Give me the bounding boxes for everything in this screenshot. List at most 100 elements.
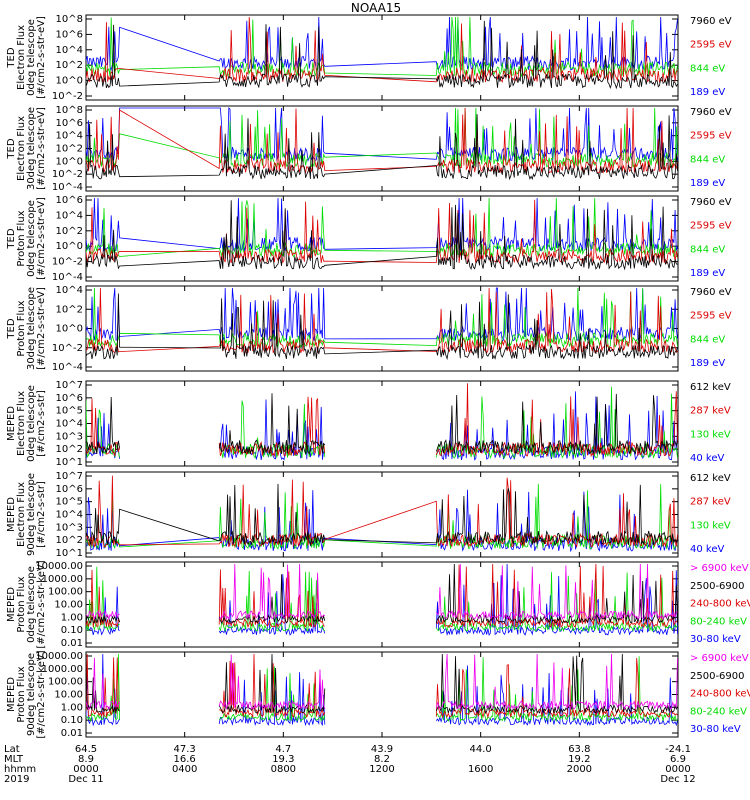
axis-row-value: 8.9 <box>78 754 94 765</box>
axis-row-value: 44.0 <box>470 744 492 755</box>
legend-entry: 844 eV <box>690 244 725 255</box>
y-tick-label: 10^4 <box>56 285 83 296</box>
legend-entry: 80-240 keV <box>690 616 747 627</box>
y-tick-label: 0.01 <box>61 728 83 739</box>
y-axis-label: [#/cm2-s-str-eV] <box>36 16 47 99</box>
y-tick-label: 10^4 <box>56 419 83 430</box>
y-tick-label: 10^-2 <box>52 343 83 354</box>
legend-entry: 7960 eV <box>690 16 732 27</box>
legend-entry: > 6900 keV <box>690 563 749 574</box>
legend-entry: 240-800 keV <box>690 599 750 610</box>
legend-entry: 30-80 keV <box>690 724 741 735</box>
data-traces <box>86 197 678 271</box>
y-axis-label: TED <box>6 318 17 339</box>
series-black <box>86 483 678 547</box>
series-red <box>86 107 678 174</box>
chart-title: NOAA15 <box>351 1 401 15</box>
axis-row-value: 19.3 <box>272 754 294 765</box>
y-tick-label: 10^4 <box>56 131 83 142</box>
y-tick-label: 1.00 <box>61 612 83 623</box>
y-tick-label: 10^-4 <box>52 272 83 283</box>
y-axis-label: Proton Flux <box>16 666 27 722</box>
y-axis-label: [#/cm2-s-str-eV] <box>36 197 47 280</box>
series-black <box>86 293 678 361</box>
legend-entry: 2595 eV <box>690 311 732 322</box>
y-axis-label: Electron Flux <box>16 116 27 181</box>
axis-row-value: Dec 12 <box>660 774 695 785</box>
axis-row-value: 0400 <box>172 764 197 775</box>
axis-row-value: 47.3 <box>174 744 196 755</box>
y-tick-label: 10^-2 <box>52 169 83 180</box>
data-traces <box>86 383 678 461</box>
legend-entry: 287 keV <box>690 497 731 508</box>
series-blue <box>86 653 678 727</box>
y-tick-label: 1000.00 <box>42 574 83 585</box>
legend-entry: 287 keV <box>690 406 731 417</box>
series-red <box>86 16 678 84</box>
y-tick-label: 10^2 <box>56 60 83 71</box>
axis-row-value: -24.1 <box>665 744 691 755</box>
series-red <box>86 287 678 354</box>
axis-row-value: 0000 <box>73 764 98 775</box>
series-black <box>86 200 678 271</box>
y-tick-label: 10^5 <box>56 497 83 508</box>
legend-entry: 40 keV <box>690 544 724 555</box>
data-traces <box>86 475 678 553</box>
axis-row-value: 43.9 <box>371 744 393 755</box>
y-tick-label: 10^2 <box>56 444 83 455</box>
y-axis-label: MEPED <box>6 406 17 441</box>
series-black <box>86 393 678 456</box>
y-tick-label: 10^0 <box>56 324 83 335</box>
y-tick-label: 10^6 <box>56 195 83 206</box>
y-axis-label: Electron Flux <box>16 25 27 90</box>
panel-frame <box>85 285 679 372</box>
time-axis: Lat 64.5 47.3 4.7 43.9 44.0 63.8 -24.1 MLT 8.9 16.… <box>4 744 696 785</box>
y-axis-label: TED <box>6 138 17 159</box>
y-tick-label: 10^5 <box>56 406 83 417</box>
y-tick-label: 0.10 <box>61 715 83 726</box>
y-tick-label: 1.00 <box>61 702 83 713</box>
panel-2: 10^-4 10^-2 10^010^2 10^4 10^6 10^8 TED Electro… <box>6 105 732 193</box>
axis-row-label: hhmm <box>4 764 36 775</box>
legend-entry: 612 keV <box>690 382 731 393</box>
y-tick-label: 10^2 <box>56 535 83 546</box>
legend-entry: 189 eV <box>690 87 725 98</box>
y-axis-label: 90deg telescope <box>26 653 37 736</box>
data-traces <box>86 287 678 361</box>
y-axis-label: 90deg telescope <box>26 473 37 556</box>
y-axis-label: [#/cm2-s-str-keV] <box>36 560 47 648</box>
panel-6: 10^1 10^2 10^310^4 10^5 10^6 10^7 MEPED Electro… <box>6 471 731 559</box>
y-axis-label: MEPED <box>6 677 17 712</box>
legend-entry: 2500-6900 <box>690 581 745 592</box>
y-tick-label: 10.00 <box>54 600 83 611</box>
axis-row-value: 4.7 <box>275 744 291 755</box>
y-axis-label: 0deg telescope <box>26 566 37 643</box>
panel-5: 10^1 10^2 10^310^4 10^5 10^6 10^7 MEPED Electro… <box>6 380 731 468</box>
legend-entry: 189 eV <box>690 358 725 369</box>
legend-entry: > 6900 keV <box>690 653 749 664</box>
y-tick-label: 10^-2 <box>52 91 83 102</box>
panel-1: 10^-2 10^0 10^2 10^4 10^6 10^8 TED Electron Flu… <box>6 14 732 102</box>
legend-entry: 2595 eV <box>690 40 732 51</box>
legend-entry: 2500-6900 <box>690 671 745 682</box>
y-tick-label: 10^7 <box>56 471 83 482</box>
y-axis-label: Electron Flux <box>16 482 27 547</box>
y-tick-label: 10^0 <box>56 76 83 87</box>
y-axis-label: TED <box>6 228 17 249</box>
panel-3: 10^-4 10^-2 10^0 10^2 10^4 10^6 TED Proton Flux… <box>6 195 732 283</box>
legend-entry: 7960 eV <box>690 107 732 118</box>
y-tick-label: 10^6 <box>56 484 83 495</box>
data-traces <box>86 563 678 637</box>
y-tick-label: 10^7 <box>56 380 83 391</box>
series-black <box>86 20 678 90</box>
y-tick-label: 10^2 <box>56 226 83 237</box>
axis-row-value: 63.8 <box>568 744 590 755</box>
panel-frame <box>85 14 679 101</box>
y-axis-label: Proton Flux <box>16 210 27 266</box>
legend-entry: 240-800 keV <box>690 689 750 700</box>
y-tick-label: 100.00 <box>48 677 83 688</box>
y-axis-label: MEPED <box>6 497 17 532</box>
